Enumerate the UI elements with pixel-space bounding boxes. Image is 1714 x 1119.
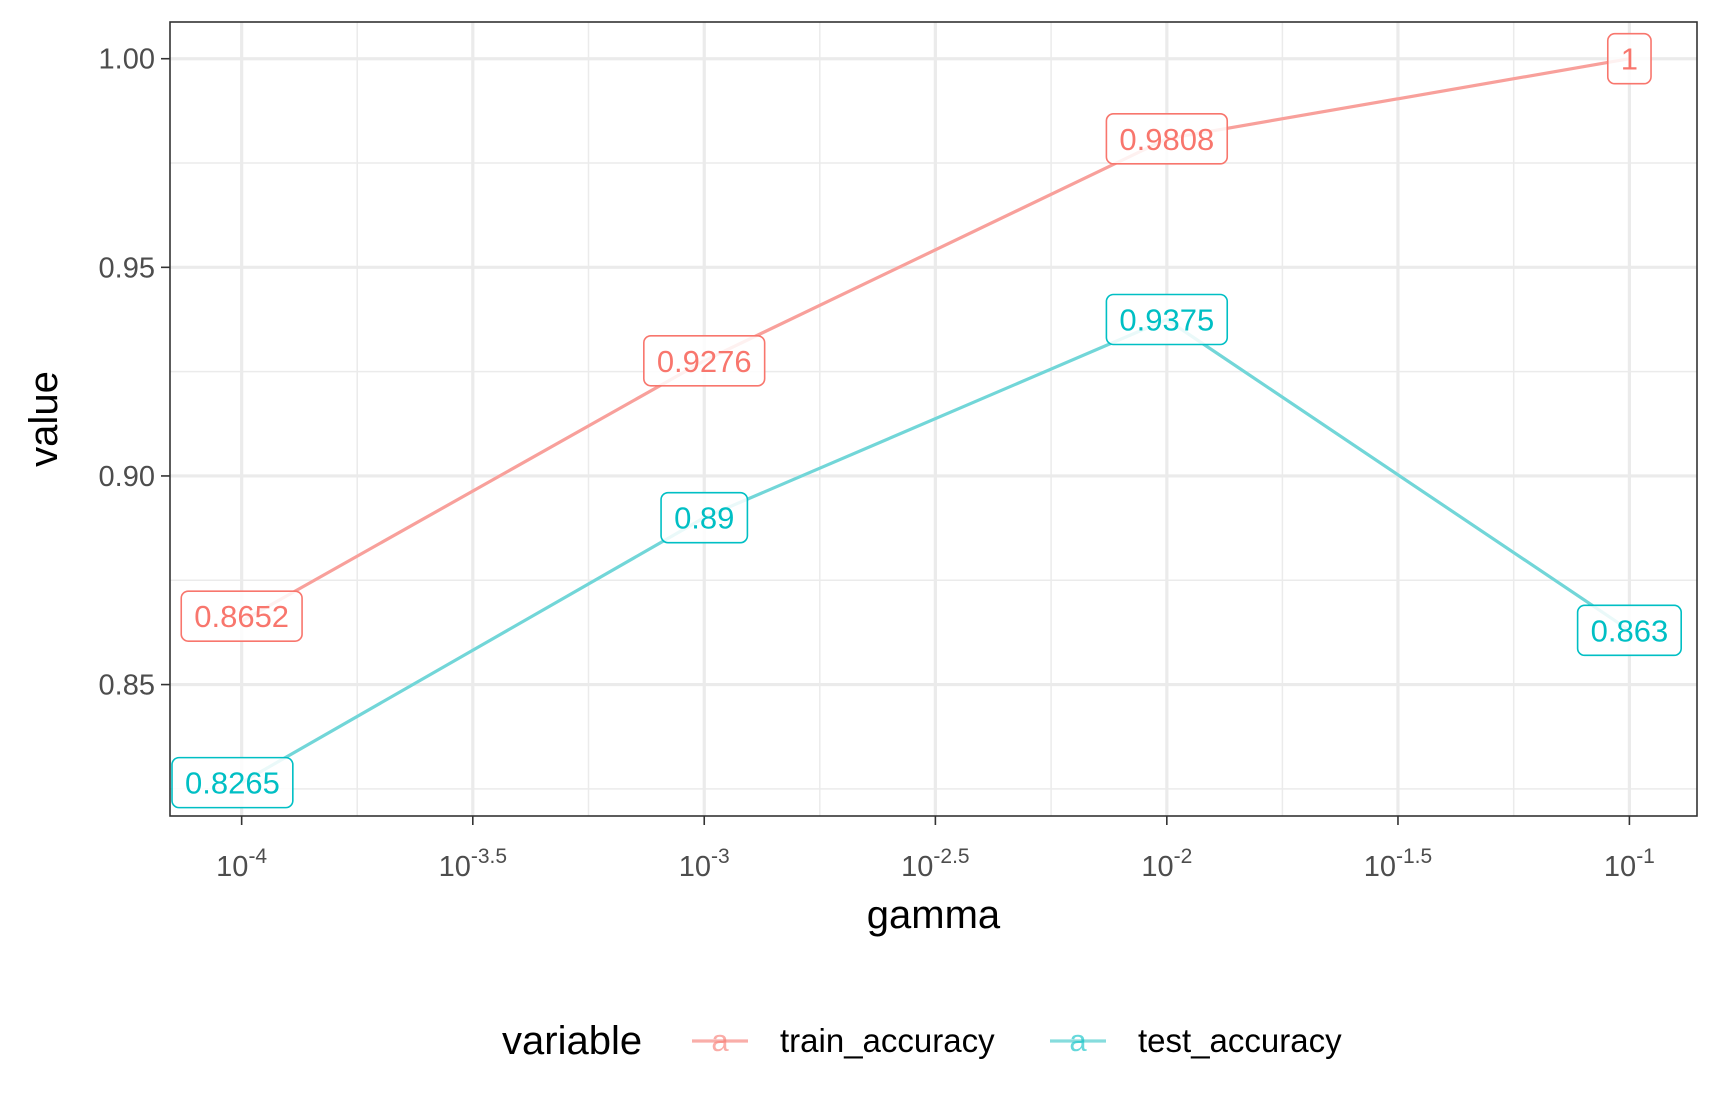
data-label: 0.9808 xyxy=(1105,113,1229,165)
data-label-text: 0.9276 xyxy=(657,344,752,379)
x-tick-label: 10-1 xyxy=(1604,845,1655,883)
x-tick-label: 10-2 xyxy=(1141,845,1192,883)
data-label-box xyxy=(1606,32,1652,85)
data-label-box xyxy=(643,334,766,387)
data-label-text: 0.8265 xyxy=(185,766,280,801)
data-label-box xyxy=(180,590,303,642)
data-label-box xyxy=(1105,113,1229,165)
legend-title: variable xyxy=(502,1019,642,1063)
y-tick-label: 1.00 xyxy=(99,44,155,76)
x-tick-label: 10-1.5 xyxy=(1364,845,1432,883)
x-tick-label: 10-3 xyxy=(679,845,730,883)
y-tick-label: 0.95 xyxy=(99,252,155,284)
x-axis-title: gamma xyxy=(867,893,1001,937)
data-label: 0.89 xyxy=(660,491,749,544)
data-label-box xyxy=(1105,293,1229,346)
data-label-text: 0.89 xyxy=(674,501,734,536)
data-label-text: 0.9808 xyxy=(1119,122,1214,157)
y-tick-label: 0.90 xyxy=(99,461,155,493)
series-line-train_accuracy xyxy=(240,57,1630,623)
x-tick-label: 10-2.5 xyxy=(901,845,969,883)
data-label: 0.8652 xyxy=(180,590,303,642)
data-label-box xyxy=(171,756,294,809)
series-lines xyxy=(240,57,1631,784)
legend-item-label: test_accuracy xyxy=(1138,1022,1342,1059)
data-labels: 0.8652 0.9276 0.9808 1 0.8265 0.89 0.9375 0.863 xyxy=(171,32,1682,809)
data-label: 0.8265 xyxy=(171,756,294,809)
data-label-text: 0.9375 xyxy=(1119,302,1214,337)
data-label: 0.9276 xyxy=(643,334,766,387)
x-tick-label: 10-3.5 xyxy=(439,845,507,883)
legend: variable a train_accuracy a test_accuracy xyxy=(502,1019,1342,1063)
y-tick-label: 0.85 xyxy=(99,670,155,702)
data-label-text: 0.863 xyxy=(1591,613,1669,648)
x-axis: 10-4 10-3.5 10-3 10-2.5 10-2 10-1.5 10-1 xyxy=(216,816,1655,883)
grid-lines xyxy=(170,22,1697,816)
data-label: 1 xyxy=(1606,32,1652,85)
y-axis: 0.85 0.90 0.95 1.00 xyxy=(99,44,170,702)
y-axis-title: value xyxy=(22,371,66,467)
series-line-test_accuracy xyxy=(240,317,1631,784)
legend-key-glyph: a xyxy=(1069,1023,1087,1058)
data-label-text: 0.8652 xyxy=(194,599,289,634)
data-label: 0.863 xyxy=(1576,604,1682,657)
data-label: 0.9375 xyxy=(1105,293,1229,346)
x-tick-label: 10-4 xyxy=(216,845,267,883)
plot-border xyxy=(169,21,1698,817)
legend-item-label: train_accuracy xyxy=(780,1022,995,1059)
data-label-box xyxy=(1576,604,1682,657)
data-label-text: 1 xyxy=(1621,42,1638,77)
legend-key-glyph: a xyxy=(711,1023,729,1058)
data-label-box xyxy=(660,491,749,544)
